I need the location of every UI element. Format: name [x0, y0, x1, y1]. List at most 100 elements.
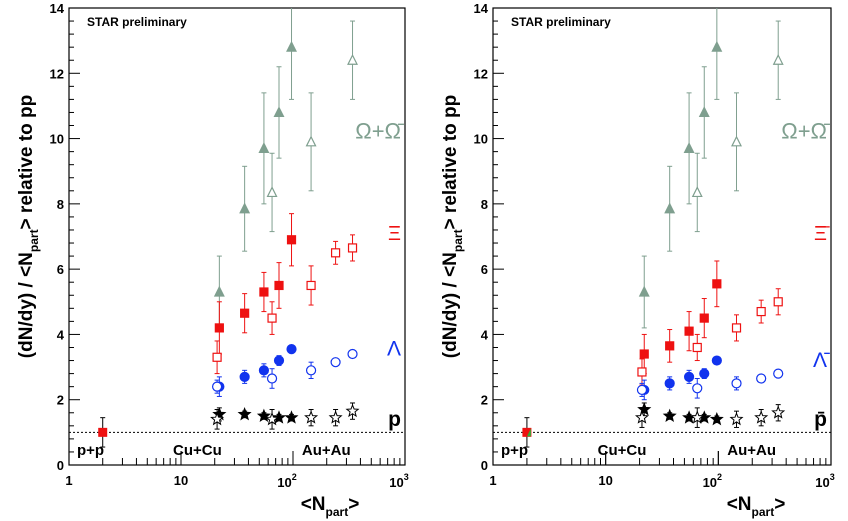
chart-title: STAR preliminary [87, 15, 187, 29]
x-tick-exponent: 2 [292, 472, 297, 482]
lambda-auau-point [305, 365, 317, 376]
y-tick-label: 12 [50, 66, 64, 81]
omega-cucu-point [683, 142, 695, 153]
series-label: Λ̄ [813, 349, 830, 372]
y-tick-label: 10 [474, 132, 488, 147]
y-tick-label: 14 [474, 1, 489, 16]
x-tick-label: 10 [598, 473, 612, 488]
proton-auau-point [328, 410, 343, 424]
xi-auau-point [347, 243, 358, 253]
pp-point [98, 427, 108, 437]
y-axis-title-main: (dN/dy) / <N [16, 252, 37, 358]
lambda-cucu-point [711, 355, 722, 366]
xi-auau-point [212, 352, 222, 362]
plot-frame [492, 7, 832, 466]
proton-auau-point [304, 410, 319, 424]
x-tick-exponent: 2 [717, 472, 722, 482]
xi-cucu-point [684, 326, 694, 336]
x-axis-title-main: <N [301, 494, 326, 515]
proton-auau-point [690, 410, 705, 424]
lambda-cucu-point [664, 378, 675, 389]
y-tick-label: 4 [481, 327, 489, 342]
omega-cucu-point [273, 106, 285, 118]
system-label: Au+Au [302, 442, 351, 459]
xi-auau-point [330, 248, 341, 258]
lambda-cucu-point [286, 344, 297, 355]
xi-auau-point [637, 367, 647, 377]
proton-auau-point [729, 411, 744, 426]
proton-auau-point [345, 403, 360, 418]
y-axis-title: (dN/dy) / <Npart> relative to pp [440, 95, 465, 358]
x-axis-title-main: <N [727, 494, 752, 515]
lambda-auau-point [266, 373, 278, 384]
lambda-auau-point [347, 348, 358, 360]
lambda-auau-point [756, 373, 767, 384]
omega-cucu-point [213, 285, 225, 297]
series-label: Ξ̄ [814, 223, 830, 245]
plot-frame [68, 7, 406, 466]
proton-cucu-point [709, 411, 724, 426]
omega-cucu-point [698, 106, 710, 118]
lambda-auau-point [330, 357, 341, 368]
lambda-cucu-point [683, 371, 695, 382]
xi-cucu-point [639, 349, 649, 359]
proton-cucu-point [272, 410, 286, 424]
proton-auau-point [754, 410, 769, 424]
omega-auau-point [305, 135, 317, 147]
omega-auau-point [691, 186, 703, 198]
system-label: p+p [501, 442, 528, 459]
omega-cucu-point [664, 202, 676, 214]
y-tick-label: 4 [57, 327, 65, 342]
y-tick-label: 8 [481, 197, 488, 212]
y-axis-title-sub: part [27, 229, 41, 252]
xi-auau-point [756, 306, 766, 317]
xi-auau-point [692, 342, 702, 353]
x-axis-title: <Npart> [301, 494, 360, 519]
omega-auau-point [266, 186, 278, 198]
system-label: Cu+Cu [173, 442, 222, 459]
omega-cucu-point [239, 202, 251, 214]
lambda-auau-point [692, 383, 703, 394]
y-tick-label: 6 [57, 262, 64, 277]
lambda-cucu-point [699, 368, 710, 379]
xi-auau-point [731, 323, 742, 333]
y-tick-label: 10 [50, 132, 64, 147]
y-tick-label: 14 [50, 1, 65, 16]
proton-cucu-point [237, 407, 252, 421]
system-label: p+p [77, 442, 104, 459]
y-axis-title-end: > relative to pp [16, 95, 37, 230]
series-label: Ω+Ω̄ [781, 119, 830, 144]
y-tick-label: 0 [481, 458, 488, 473]
x-tick-label: 1 [65, 473, 72, 488]
xi-cucu-point [214, 323, 224, 333]
xi-cucu-point [712, 279, 722, 289]
proton-cucu-point [256, 408, 271, 423]
y-axis-title-end: > relative to pp [440, 95, 461, 230]
lambda-cucu-point [239, 371, 250, 382]
y-tick-label: 12 [474, 66, 488, 81]
y-tick-label: 2 [57, 393, 64, 408]
x-axis-title-sub: part [326, 505, 349, 519]
proton-cucu-point [662, 408, 677, 423]
series-label: p [388, 408, 401, 431]
x-axis-title: <Npart> [727, 494, 786, 519]
xi-cucu-point [240, 308, 250, 318]
omega-cucu-point [258, 142, 270, 153]
omega-cucu-point [711, 40, 723, 52]
y-axis-title: (dN/dy) / <Npart> relative to pp [16, 95, 41, 358]
system-label: Au+Au [727, 442, 776, 459]
x-tick-base: 10 [389, 475, 403, 490]
y-axis-title-sub: part [451, 229, 465, 252]
x-axis-title-sub: part [752, 505, 775, 519]
omega-auau-point [772, 53, 784, 65]
proton-auau-point [210, 411, 225, 426]
series-label: Λ [387, 338, 401, 361]
x-tick-label: 1 [489, 473, 496, 488]
xi-cucu-point [259, 287, 269, 297]
x-axis-title-end: > [348, 494, 359, 515]
x-tick-label: 10 [174, 473, 188, 488]
xi-cucu-point [699, 313, 709, 323]
